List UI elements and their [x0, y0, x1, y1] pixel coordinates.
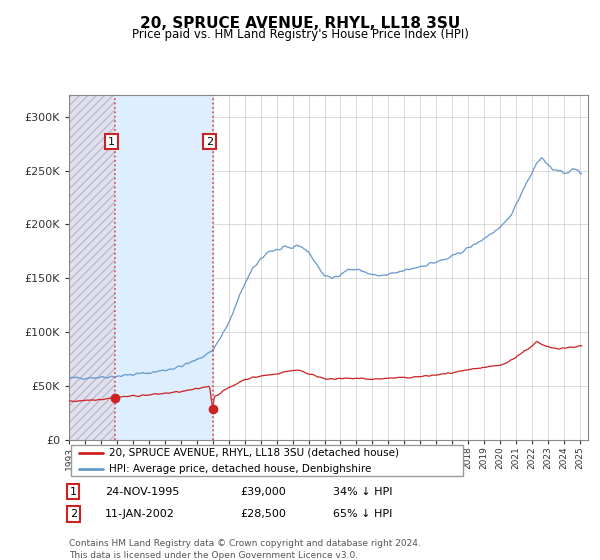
- Text: 20, SPRUCE AVENUE, RHYL, LL18 3SU (detached house): 20, SPRUCE AVENUE, RHYL, LL18 3SU (detac…: [109, 448, 398, 458]
- FancyBboxPatch shape: [71, 445, 463, 476]
- Bar: [69, 95, 115, 440]
- Text: 20, SPRUCE AVENUE, RHYL, LL18 3SU: 20, SPRUCE AVENUE, RHYL, LL18 3SU: [140, 16, 460, 31]
- Text: £28,500: £28,500: [240, 509, 286, 519]
- Text: £39,000: £39,000: [240, 487, 286, 497]
- Text: 1: 1: [70, 487, 77, 497]
- Text: 24-NOV-1995: 24-NOV-1995: [105, 487, 179, 497]
- Bar: [115, 95, 213, 440]
- Text: 2: 2: [206, 137, 213, 147]
- Text: 2: 2: [70, 509, 77, 519]
- Text: 65% ↓ HPI: 65% ↓ HPI: [333, 509, 392, 519]
- Text: HPI: Average price, detached house, Denbighshire: HPI: Average price, detached house, Denb…: [109, 464, 371, 474]
- Text: 1: 1: [108, 137, 115, 147]
- Text: Contains HM Land Registry data © Crown copyright and database right 2024.
This d: Contains HM Land Registry data © Crown c…: [69, 539, 421, 559]
- Text: Price paid vs. HM Land Registry's House Price Index (HPI): Price paid vs. HM Land Registry's House …: [131, 28, 469, 41]
- Text: 11-JAN-2002: 11-JAN-2002: [105, 509, 175, 519]
- Text: 34% ↓ HPI: 34% ↓ HPI: [333, 487, 392, 497]
